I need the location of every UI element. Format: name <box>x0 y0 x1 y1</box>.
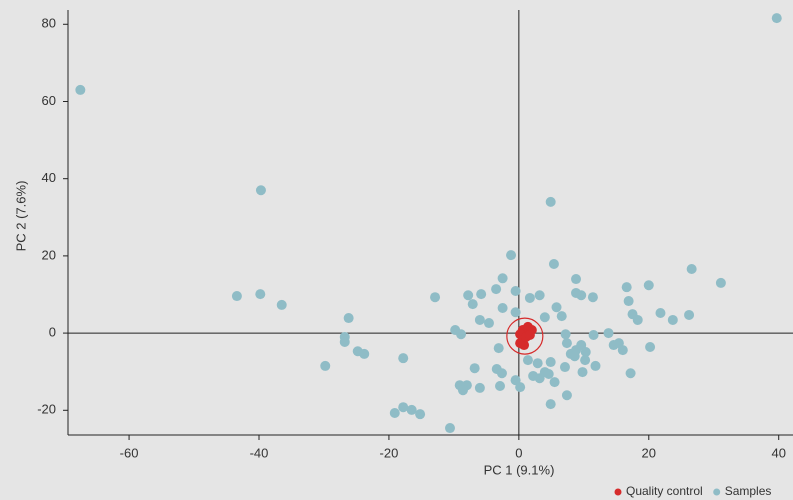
point <box>543 369 554 380</box>
y-axis-label: PC 2 (7.6%) <box>13 181 28 252</box>
point <box>463 290 474 301</box>
point <box>276 299 287 310</box>
x-axis-label: PC 1 (9.1%) <box>484 462 555 477</box>
point <box>444 423 455 434</box>
point <box>495 380 506 391</box>
y-tick-label: 80 <box>42 16 56 31</box>
y-tick-label: 0 <box>49 325 56 340</box>
point <box>580 355 591 366</box>
point <box>456 329 467 340</box>
y-tick-label: 20 <box>42 247 56 262</box>
point <box>603 328 614 339</box>
point <box>522 355 533 366</box>
point <box>561 390 572 401</box>
point <box>510 307 521 318</box>
x-tick-label: -40 <box>250 445 269 460</box>
legend-label: Samples <box>725 484 772 498</box>
point <box>623 296 634 307</box>
point <box>532 358 543 369</box>
point <box>655 308 666 319</box>
point <box>645 341 656 352</box>
point <box>556 311 567 322</box>
legend-marker <box>713 488 721 496</box>
point <box>506 250 517 261</box>
point <box>561 338 572 349</box>
point <box>684 309 695 320</box>
point <box>559 362 570 373</box>
legend-label: Quality control <box>626 484 703 498</box>
point <box>588 330 599 341</box>
point <box>474 382 485 393</box>
point <box>457 385 468 396</box>
y-tick-label: -20 <box>37 402 56 417</box>
point <box>560 329 571 340</box>
point <box>524 292 535 303</box>
point <box>75 84 86 95</box>
qc-ring <box>506 317 544 355</box>
point <box>534 290 545 301</box>
point <box>534 373 545 384</box>
point <box>580 347 591 358</box>
point <box>406 404 417 415</box>
point <box>590 360 601 371</box>
point <box>510 286 521 297</box>
point <box>576 290 587 301</box>
point <box>496 368 507 379</box>
point <box>587 292 598 303</box>
point <box>545 357 556 368</box>
point <box>497 273 508 284</box>
point <box>569 351 580 362</box>
point <box>320 360 331 371</box>
point <box>549 377 560 388</box>
point <box>398 402 409 413</box>
point <box>389 407 400 418</box>
point <box>621 282 632 293</box>
y-tick-label: 60 <box>42 93 56 108</box>
x-tick-label: -60 <box>120 445 139 460</box>
point <box>255 185 266 196</box>
point <box>715 277 726 288</box>
x-tick-label: 40 <box>771 445 785 460</box>
point <box>625 368 636 379</box>
point <box>483 318 494 329</box>
point <box>231 291 242 302</box>
point <box>467 299 478 310</box>
point <box>339 336 350 347</box>
legend-marker <box>614 488 622 496</box>
point <box>255 289 266 300</box>
point <box>493 343 504 354</box>
point <box>469 363 480 374</box>
point <box>577 367 588 378</box>
point <box>476 289 487 300</box>
point <box>545 196 556 207</box>
point <box>551 302 562 313</box>
point <box>515 382 526 393</box>
point <box>632 314 643 325</box>
point <box>771 13 782 24</box>
point <box>359 348 370 359</box>
point <box>686 264 697 275</box>
point <box>415 409 426 420</box>
point <box>548 258 559 269</box>
point <box>545 399 556 410</box>
y-tick-label: 40 <box>42 170 56 185</box>
point <box>474 314 485 325</box>
point <box>617 345 628 356</box>
x-tick-label: 20 <box>642 445 656 460</box>
point <box>497 303 508 314</box>
x-tick-label: -20 <box>380 445 399 460</box>
point <box>524 330 535 341</box>
point <box>571 274 582 285</box>
point <box>430 292 441 303</box>
point <box>343 313 354 324</box>
point <box>643 280 654 291</box>
point <box>398 353 409 364</box>
point <box>539 312 550 323</box>
point <box>491 284 502 295</box>
x-tick-label: 0 <box>515 445 522 460</box>
point <box>667 314 678 325</box>
